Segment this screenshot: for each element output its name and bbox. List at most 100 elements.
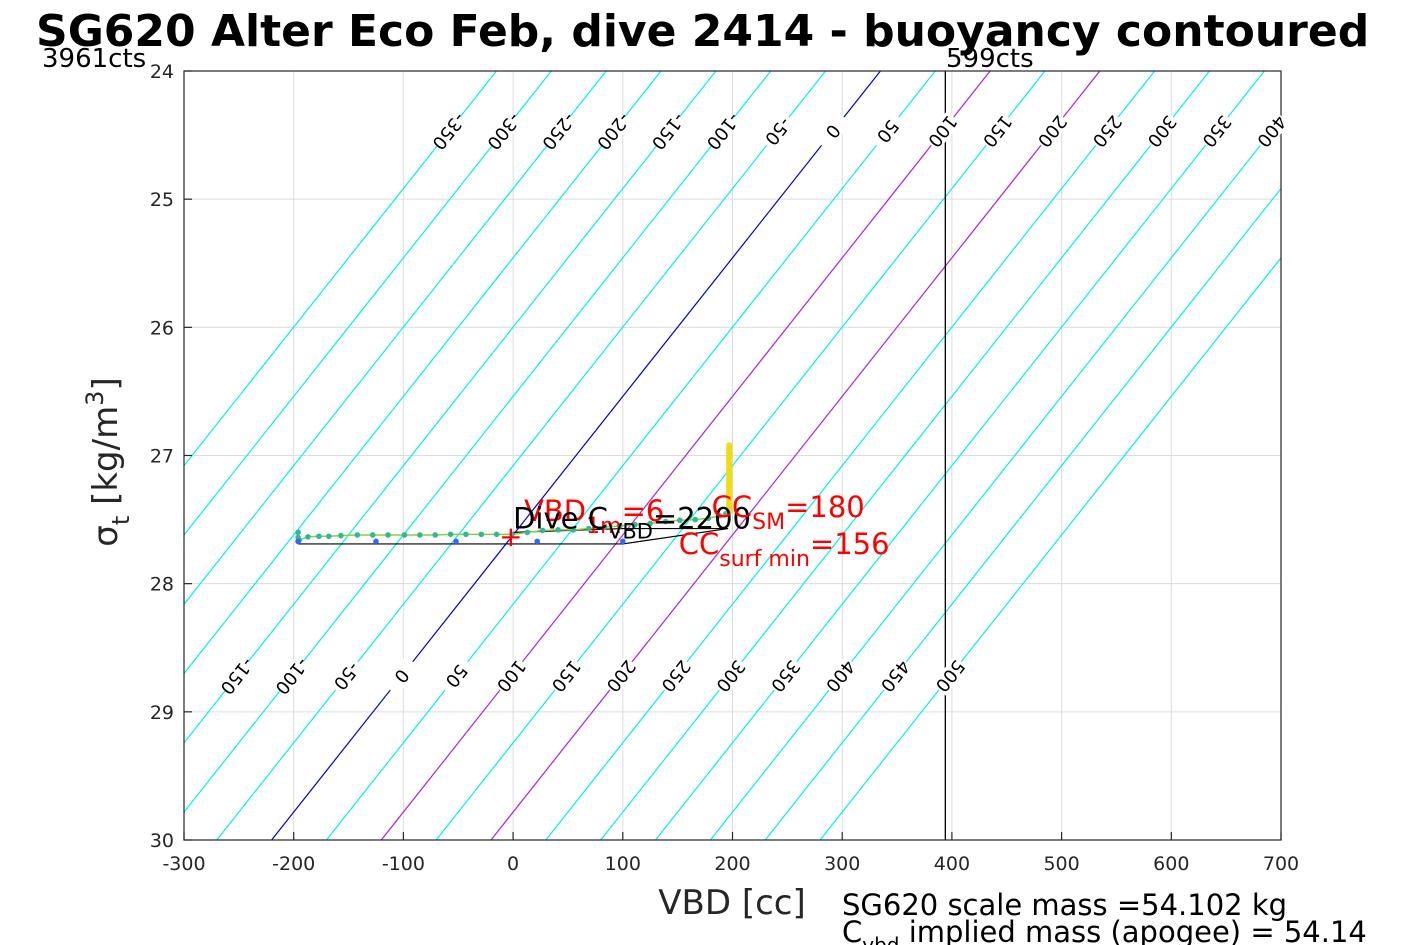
data-point xyxy=(726,452,733,459)
x-tick-label: 500 xyxy=(1043,853,1079,875)
contour-label: 350 xyxy=(766,656,804,696)
contour-label-bg xyxy=(1198,111,1235,151)
data-point xyxy=(726,442,733,449)
contour-label-bg xyxy=(602,656,640,696)
annotation-layer: -350 -300 -250 -200 -150 -100 -50 0 50 100 150 200 2… xyxy=(216,108,1290,698)
counts-right-label: 599cts xyxy=(946,44,1034,74)
data-point xyxy=(373,538,379,545)
contour-label: 300 xyxy=(1143,111,1181,151)
contour-label: 250 xyxy=(1088,111,1126,151)
contour-line xyxy=(545,71,1156,840)
data-point xyxy=(692,516,699,523)
data-point xyxy=(726,490,733,497)
contour-label: 100 xyxy=(492,656,530,696)
data-point xyxy=(385,532,391,538)
data-point xyxy=(677,517,683,524)
contour-label-bg xyxy=(712,656,749,696)
data-point xyxy=(369,532,376,538)
annotation-ccsurf: CCsurf min=156 xyxy=(679,527,890,572)
data-point xyxy=(463,531,469,538)
contour-label: 400 xyxy=(1252,111,1290,151)
contour-label-bg xyxy=(430,111,468,151)
contour-label-bg xyxy=(273,656,311,696)
contour-line xyxy=(184,71,497,467)
data-point xyxy=(601,524,607,531)
x-tick-label: 100 xyxy=(605,853,641,875)
contour-label: -100 xyxy=(702,108,744,153)
contour-label-bg xyxy=(814,111,851,151)
x-tick-label: 400 xyxy=(934,853,970,875)
data-point xyxy=(316,533,322,540)
data-point xyxy=(726,478,733,485)
data-point xyxy=(616,523,623,529)
data-point xyxy=(326,533,332,540)
data-point xyxy=(447,531,454,538)
data-layer xyxy=(295,442,733,545)
y-tick-label: 26 xyxy=(150,317,174,339)
data-point xyxy=(432,532,439,538)
contour-label: 500 xyxy=(931,656,969,696)
contour-label-bg xyxy=(485,111,522,151)
x-tick-label: 700 xyxy=(1263,853,1299,875)
data-point xyxy=(524,529,531,536)
annotation-ccsm: CCSM=180 xyxy=(712,490,865,535)
contour-label-bg xyxy=(759,111,797,151)
contour-label: 200 xyxy=(1033,111,1071,151)
contour-label-bg xyxy=(767,656,804,696)
data-point xyxy=(417,532,423,538)
contour-label: -200 xyxy=(592,108,634,153)
chart-title: SG620 Alter Eco Feb, dive 2414 - buoyanc… xyxy=(36,6,1369,57)
contour-label-bg xyxy=(547,656,585,696)
contour-label-bg xyxy=(649,111,687,151)
contour-label-bg xyxy=(492,656,530,696)
data-point xyxy=(705,515,712,522)
contour-label-bg xyxy=(979,111,1016,151)
contour-label: -300 xyxy=(482,108,524,153)
data-point xyxy=(295,529,301,536)
y-tick-label: 30 xyxy=(150,830,174,852)
y-tick-label: 28 xyxy=(150,574,174,596)
contour-label: 100 xyxy=(923,111,961,151)
x-tick-label: -300 xyxy=(162,853,205,875)
contour-label: -150 xyxy=(216,653,258,698)
data-point xyxy=(493,531,500,538)
data-point xyxy=(555,527,561,533)
contour-line xyxy=(380,71,991,840)
grid-layer xyxy=(184,71,1281,840)
x-tick-label: 200 xyxy=(714,853,750,875)
contour-label-bg xyxy=(704,111,742,151)
data-point xyxy=(453,538,459,545)
contour-label-bg xyxy=(931,656,969,696)
contour-label-bg xyxy=(595,111,632,151)
contour-line xyxy=(435,71,1046,840)
data-point xyxy=(305,534,311,540)
data-point xyxy=(647,520,654,527)
data-point xyxy=(509,531,515,538)
contour-label-bg xyxy=(869,111,906,151)
x-tick-label: 0 xyxy=(507,853,519,875)
contour-line xyxy=(325,71,936,840)
axes-layer: -300 -200 -100 0 100 200 300 400 500 600 700 24 25 26… xyxy=(150,61,1299,875)
data-point xyxy=(295,538,301,545)
contour-label: -250 xyxy=(537,108,579,153)
data-point xyxy=(585,525,592,532)
y-tick-label: 25 xyxy=(150,189,174,211)
dive-series-line xyxy=(297,511,730,542)
contour-layer xyxy=(184,71,1281,840)
contour-line xyxy=(655,71,1265,840)
contour-line xyxy=(819,256,1281,840)
y-tick-label: 27 xyxy=(150,446,174,468)
y-axis-label: σt [kg/m3] xyxy=(81,377,135,546)
contour-label: -150 xyxy=(647,108,689,153)
contour-label-bg xyxy=(1143,111,1181,151)
data-point xyxy=(662,518,669,525)
contour-line xyxy=(490,71,1101,840)
summary-line xyxy=(298,527,729,545)
annotation-vbd1m: VBD1m=6 xyxy=(524,494,664,539)
contour-line xyxy=(709,118,1281,840)
contour-line xyxy=(184,71,772,814)
data-point xyxy=(539,527,546,534)
plus-marker: + xyxy=(499,520,522,553)
contour-label: 350 xyxy=(1197,111,1235,151)
contour-label-bg xyxy=(822,656,859,696)
